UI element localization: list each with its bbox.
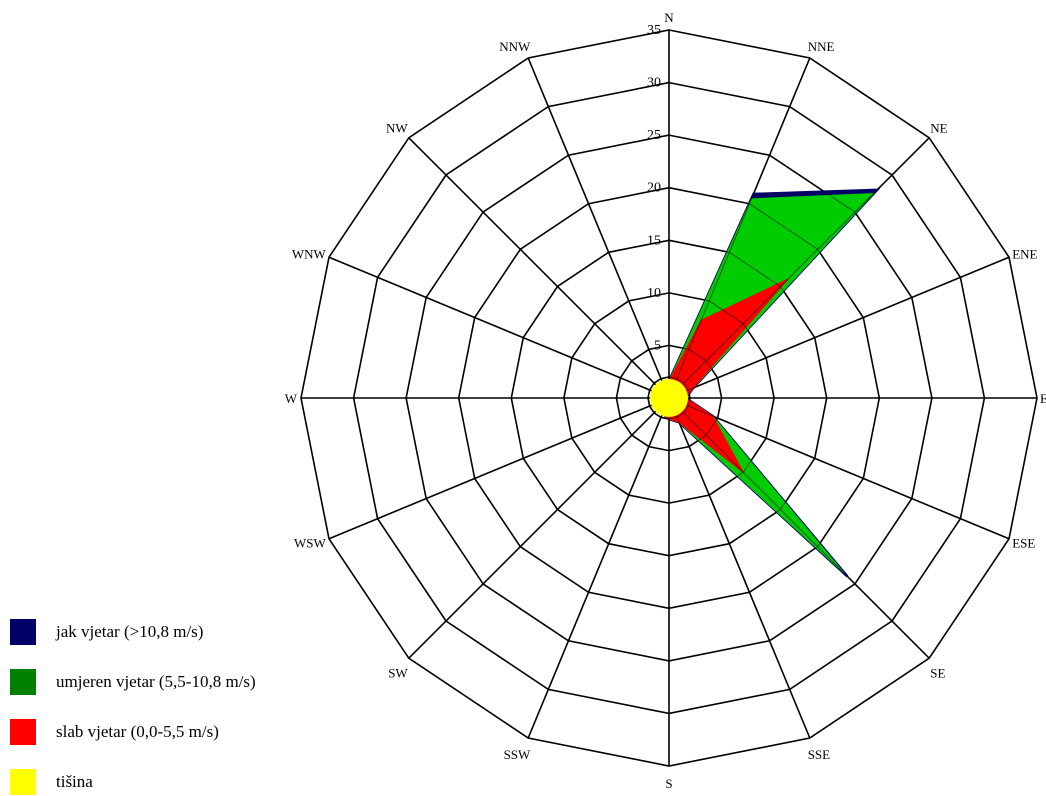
spoke-overlay-SSW xyxy=(527,397,670,739)
radial-tick-label-15: 15 xyxy=(647,233,661,248)
direction-label-W: W xyxy=(285,391,298,406)
legend-item-moderate: umjeren vjetar (5,5-10,8 m/s) xyxy=(10,668,370,696)
spoke-overlay-ESE xyxy=(668,397,1010,540)
spoke-overlay-SSE xyxy=(668,397,811,739)
direction-label-NNW: NNW xyxy=(499,39,531,54)
radial-tick-label-30: 30 xyxy=(647,76,661,91)
spoke-overlay-NE xyxy=(668,137,930,399)
direction-label-NNE: NNE xyxy=(808,39,835,54)
direction-label-WNW: WNW xyxy=(292,246,327,261)
radial-tick-label-25: 25 xyxy=(647,128,661,143)
direction-label-E: E xyxy=(1040,391,1046,406)
direction-label-S: S xyxy=(665,776,672,788)
spoke-overlay-NNE xyxy=(668,57,811,399)
direction-label-SE: SE xyxy=(930,665,945,680)
spoke-overlay-SW xyxy=(408,397,670,659)
direction-label-ESE: ESE xyxy=(1012,536,1035,551)
legend-item-weak: slab vjetar (0,0-5,5 m/s) xyxy=(10,718,370,746)
calm-circle xyxy=(650,379,688,417)
direction-label-N: N xyxy=(664,10,674,25)
direction-label-SSE: SSE xyxy=(808,747,830,762)
spoke-overlay-WNW xyxy=(328,256,670,399)
legend-label-moderate: umjeren vjetar (5,5-10,8 m/s) xyxy=(56,672,256,691)
direction-label-NW: NW xyxy=(386,121,408,136)
direction-label-NE: NE xyxy=(930,121,947,136)
legend-label-weak: slab vjetar (0,0-5,5 m/s) xyxy=(56,722,219,741)
spoke-overlay-NW xyxy=(408,137,670,399)
radial-tick-label-20: 20 xyxy=(647,181,661,196)
spoke-overlay-WSW xyxy=(328,397,670,540)
legend-item-strong: jak vjetar (>10,8 m/s) xyxy=(10,618,370,646)
legend: jak vjetar (>10,8 m/s) umjeren vjetar (5… xyxy=(10,618,370,796)
spoke-overlay-ENE xyxy=(668,256,1010,399)
spoke-overlay-SE xyxy=(668,397,930,659)
radial-tick-label-5: 5 xyxy=(654,338,661,353)
radial-tick-label-35: 35 xyxy=(647,23,661,38)
direction-label-ENE: ENE xyxy=(1012,246,1037,261)
legend-item-calm: tišina xyxy=(10,768,370,796)
spoke-overlay-NNW xyxy=(527,57,670,399)
direction-label-SSW: SSW xyxy=(504,747,531,762)
legend-swatch-calm xyxy=(10,769,36,795)
direction-label-SW: SW xyxy=(388,665,408,680)
legend-label-strong: jak vjetar (>10,8 m/s) xyxy=(56,622,204,641)
direction-label-WSW: WSW xyxy=(294,536,327,551)
radial-tick-label-10: 10 xyxy=(647,286,661,301)
legend-label-calm: tišina xyxy=(56,772,93,791)
legend-swatch-weak xyxy=(10,719,36,745)
legend-swatch-strong xyxy=(10,619,36,645)
legend-swatch-moderate xyxy=(10,669,36,695)
